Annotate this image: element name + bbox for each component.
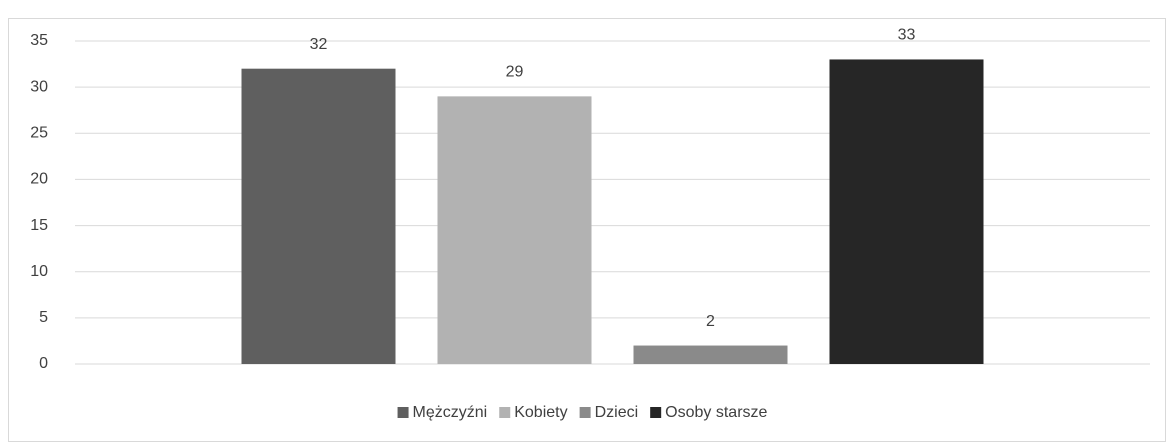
y-tick-label: 35: [30, 32, 48, 49]
legend-label: Mężczyźni: [413, 404, 488, 421]
y-tick-label: 5: [39, 309, 48, 326]
legend-swatch: [397, 407, 409, 418]
data-label: 32: [310, 36, 328, 53]
legend-swatch: [579, 407, 591, 418]
legend-label: Dzieci: [595, 404, 639, 421]
data-label: 33: [898, 27, 916, 44]
legend-label: Osoby starsze: [665, 404, 767, 421]
legend-label: Kobiety: [514, 404, 567, 421]
legend-swatch: [650, 407, 662, 418]
y-tick-label: 10: [30, 263, 48, 280]
y-tick-label: 25: [30, 125, 48, 142]
y-tick-label: 15: [30, 217, 48, 234]
y-tick-label: 20: [30, 171, 48, 188]
bar: [241, 68, 396, 364]
bar: [829, 59, 984, 364]
legend-swatch: [499, 407, 511, 418]
y-tick-label: 30: [30, 78, 48, 95]
data-label: 29: [506, 64, 524, 81]
y-tick-label: 0: [39, 355, 48, 372]
data-label: 2: [706, 313, 715, 330]
bar: [633, 345, 788, 364]
bar: [437, 96, 592, 364]
